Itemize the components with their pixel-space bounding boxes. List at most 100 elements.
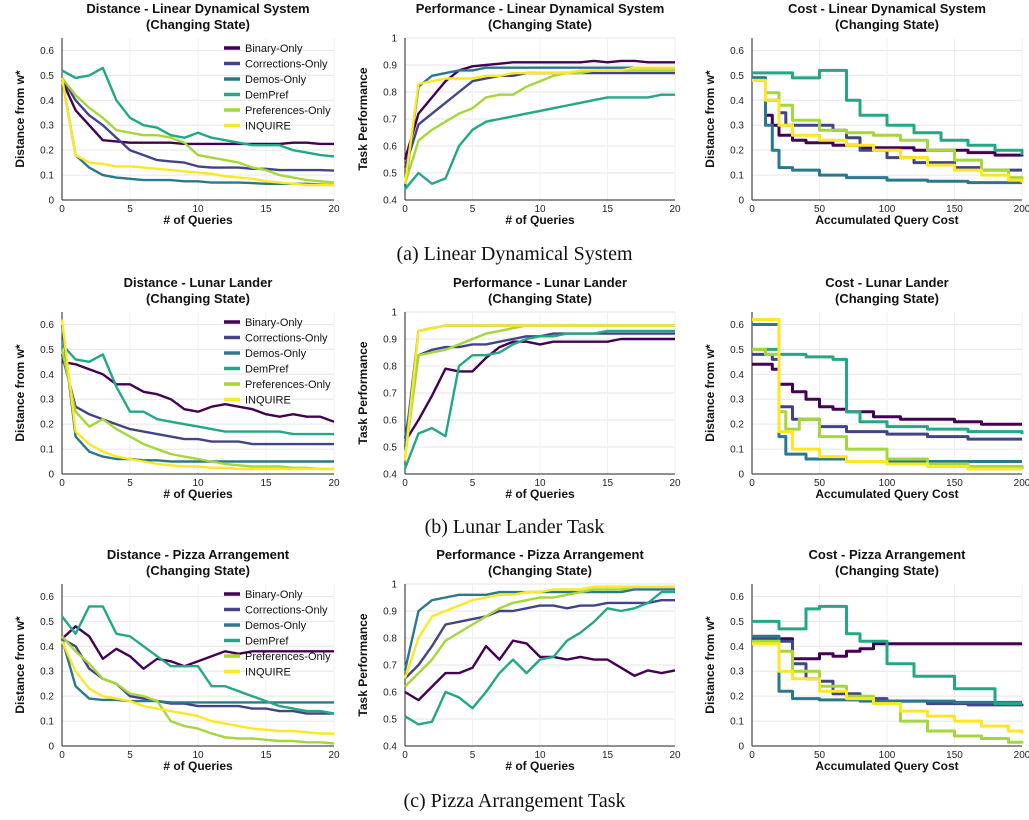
y-tick-label: 0.1 [730,717,744,728]
chart-title: Distance - Pizza Arrangement [107,547,290,562]
y-tick-label: 0.2 [40,420,54,431]
y-axis-label: Distance from w* [13,616,27,714]
x-axis-label: # of Queries [505,213,575,227]
series-line-dempref [404,93,675,190]
series-line-preferences-only [60,349,334,471]
y-tick-label: 0.4 [730,96,744,107]
x-tick-label: 5 [470,204,476,215]
y-tick-label: 0.6 [40,46,54,57]
x-tick-label: 50 [814,204,826,215]
y-tick-label: 0.1 [730,445,744,456]
y-tick-label: 0.5 [40,345,54,356]
legend-label: Preferences-Only [245,651,331,663]
x-tick-label: 0 [59,478,65,489]
series-line-demos-only [60,638,334,704]
y-tick-label: 0.9 [383,335,397,346]
series-line-corrections-only [404,599,675,680]
y-tick-label: 0.6 [40,320,54,331]
series-line-dempref [752,68,1024,156]
x-axis-label: Accumulated Query Cost [815,487,958,501]
legend-label: Binary-Only [245,43,303,55]
y-tick-label: 0.4 [383,196,397,207]
y-tick-label: 0.1 [40,717,54,728]
legend-label: INQUIRE [245,395,291,407]
chart-subtitle: (Changing State) [146,291,250,306]
chart-panel-8: Performance - Pizza Arrangement(Changing… [356,547,681,773]
x-tick-label: 0 [749,750,755,761]
y-tick-label: 0.9 [383,61,397,72]
series-line-inquire [60,319,334,471]
caption-b: (b) Lunar Lander Task [424,516,605,538]
y-tick-label: 0.5 [383,715,397,726]
x-tick-label: 5 [470,478,476,489]
series-line-binary-only [404,639,676,702]
y-tick-label: 0.4 [383,742,397,753]
series-line-inquire [403,324,675,461]
y-tick-label: 0 [738,742,744,753]
y-tick-label: 1 [391,580,397,591]
y-axis-label: Distance from w* [13,344,27,442]
x-tick-label: 200 [1014,204,1029,215]
y-axis-label: Task Performance [356,613,370,716]
series-line-inquire [403,585,675,679]
y-tick-label: 0.6 [730,592,744,603]
x-tick-label: 100 [879,750,896,761]
y-tick-label: 0.8 [383,634,397,645]
chart-title: Cost - Linear Dynamical System [788,1,986,16]
chart-subtitle: (Changing State) [146,17,250,32]
chart-subtitle: (Changing State) [835,291,939,306]
y-tick-label: 0.2 [40,692,54,703]
x-tick-label: 10 [192,750,204,761]
y-tick-label: 0.3 [730,667,744,678]
y-tick-label: 0.2 [730,146,744,157]
chart-title: Performance - Lunar Lander [453,275,627,290]
x-tick-label: 15 [260,750,272,761]
x-axis-label: # of Queries [163,759,233,773]
y-axis-label: Task Performance [356,67,370,170]
chart-title: Cost - Pizza Arrangement [809,547,967,562]
y-tick-label: 0.8 [383,88,397,99]
y-tick-label: 0 [48,742,54,753]
x-tick-label: 20 [669,204,681,215]
x-axis-label: Accumulated Query Cost [815,759,958,773]
legend-label: Corrections-Only [245,605,328,617]
chart-panel-9: Cost - Pizza Arrangement(Changing State)… [703,547,1029,773]
x-tick-label: 10 [534,204,546,215]
chart-panel-7: Distance - Pizza Arrangement(Changing St… [13,547,340,773]
x-tick-label: 0 [749,204,755,215]
series-line-binary-only [61,360,335,423]
series-line-demos-only [752,76,1022,185]
x-tick-label: 0 [59,204,65,215]
y-tick-label: 0 [738,196,744,207]
x-tick-label: 0 [402,750,408,761]
y-tick-label: 0.6 [383,142,397,153]
legend-label: INQUIRE [245,667,291,679]
x-axis-label: # of Queries [163,487,233,501]
x-tick-label: 5 [127,750,133,761]
legend-label: Corrections-Only [245,59,328,71]
x-tick-label: 150 [946,204,963,215]
legend-label: Corrections-Only [245,333,328,345]
series-line-corrections-only [60,77,335,172]
x-tick-label: 50 [814,478,826,489]
legend-label: Binary-Only [245,589,303,601]
series-line-demos-only [60,324,334,463]
series-line-preferences-only [403,69,675,185]
y-tick-label: 0.5 [40,71,54,82]
legend-label: Binary-Only [245,317,303,329]
series-line-inquire [752,642,1024,734]
y-tick-label: 0 [738,470,744,481]
chart-panel-1: Distance - Linear Dynamical System(Chang… [13,1,340,227]
x-axis-label: Accumulated Query Cost [815,213,958,227]
y-axis-label: Distance from w* [13,70,27,168]
y-tick-label: 0.3 [40,395,54,406]
y-tick-label: 0.6 [40,592,54,603]
legend-label: Demos-Only [245,74,307,86]
y-tick-label: 0.2 [730,692,744,703]
chart-subtitle: (Changing State) [488,563,592,578]
y-tick-label: 0.5 [730,345,744,356]
y-tick-label: 0.9 [383,607,397,618]
series-line-binary-only [61,625,334,670]
x-tick-label: 20 [328,478,340,489]
